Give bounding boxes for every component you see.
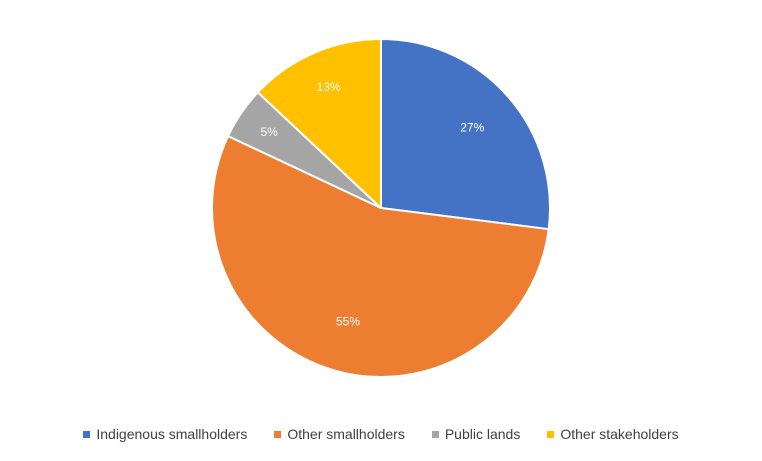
pie-slice-other-smallholders xyxy=(211,135,550,378)
pie-slice-other-stakeholders xyxy=(256,38,382,209)
legend-item-indigenous-smallholders: Indigenous smallholders xyxy=(83,426,247,442)
pie-chart: 27% 55% 5% 13% xyxy=(211,38,551,378)
legend-item-other-smallholders: Other smallholders xyxy=(274,426,405,442)
legend-swatch-public-lands xyxy=(431,430,439,438)
legend-item-other-stakeholders: Other stakeholders xyxy=(547,426,679,442)
legend: Indigenous smallholders Other smallholde… xyxy=(0,426,762,442)
legend-item-public-lands: Public lands xyxy=(431,426,521,442)
data-label-indigenous-smallholders: 27% xyxy=(460,121,484,135)
legend-label-indigenous-smallholders: Indigenous smallholders xyxy=(96,426,248,442)
data-label-other-stakeholders: 13% xyxy=(317,80,341,94)
data-label-other-smallholders: 55% xyxy=(336,315,360,329)
legend-swatch-indigenous-smallholders xyxy=(83,430,91,438)
legend-swatch-other-stakeholders xyxy=(547,430,555,438)
legend-label-other-stakeholders: Other stakeholders xyxy=(560,426,679,442)
pie-slice-indigenous-smallholders xyxy=(380,38,551,231)
data-label-public-lands: 5% xyxy=(261,125,279,139)
legend-label-public-lands: Public lands xyxy=(444,426,521,442)
legend-swatch-other-smallholders xyxy=(274,430,282,438)
legend-label-other-smallholders: Other smallholders xyxy=(287,426,405,442)
